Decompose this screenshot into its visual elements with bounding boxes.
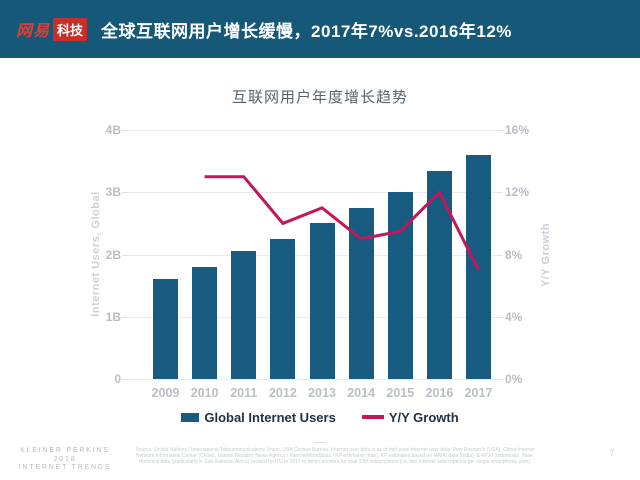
chart-title: 互联网用户年度增长趋势 [231,89,408,106]
x-axis-tick-label: 2011 [230,386,258,400]
legend-item-line: Y/Y Growth [361,409,459,425]
gridline [129,192,497,194]
right-axis-tick-label: 16% [505,123,530,137]
chart-legend: Global Internet Users Y/Y Growth [0,408,640,426]
netease-logo-text: 网易 [16,23,51,40]
source-note: Source: United Nations / International T… [135,447,535,465]
legend-bar-swatch [181,412,200,422]
x-axis-tick-label: 2017 [464,386,493,400]
header-bar: 网易 科技 全球互联网用户增长缓慢，2017年7%vs.2016年12% [0,0,640,58]
bar-2013 [309,223,335,379]
right-tick-mark [497,254,503,256]
left-tick-mark [122,379,129,380]
tech-logo-badge: 科技 [53,17,88,41]
left-axis-tick-label: 3B [105,185,121,200]
gridline [129,130,497,131]
bar-2012 [270,238,296,379]
netease-tech-logo: 网易 科技 [16,17,88,41]
right-axis-title: Y/Y Growth [540,222,552,288]
left-tick-mark [122,316,129,318]
right-tick-mark [497,130,503,131]
gridline [129,379,497,380]
right-axis-tick-label: 4% [505,309,523,324]
right-tick-mark [497,379,503,380]
bar-2016 [426,170,452,379]
right-tick-mark [497,316,503,318]
brand-line-1: KLEINER PERKINS [20,447,110,454]
left-tick-mark [122,254,129,256]
page-number: 7 [609,448,615,458]
x-axis-tick-label: 2010 [190,386,219,400]
bar-2009 [153,279,178,379]
legend-label: Global Internet Users [204,409,336,425]
legend-item-bars: Global Internet Users [181,409,336,425]
x-axis-tick-label: 2013 [308,386,336,400]
brand-line-3: INTERNET TRENDS [18,464,112,471]
left-tick-mark [122,192,129,194]
footer-divider [314,442,326,443]
legend-line-swatch [361,415,384,419]
x-axis-tick-label: 2014 [347,386,375,400]
right-axis-tick-label: 8% [505,247,523,262]
left-axis-tick-label: 2B [105,247,121,262]
headline: 全球互联网用户增长缓慢，2017年7%vs.2016年12% [101,21,512,41]
x-axis-tick-label: 2015 [386,386,415,400]
right-axis-tick-label: 12% [505,185,530,200]
left-axis-tick-label: 0 [114,372,121,386]
right-tick-mark [497,192,503,194]
kleiner-perkins-brand: KLEINER PERKINS 2018 INTERNET TRENDS [6,447,124,473]
bar-2010 [192,266,218,379]
brand-line-2: 2018 [53,455,77,463]
left-tick-mark [122,130,129,131]
left-axis-tick-label: 1B [105,309,121,324]
x-axis-tick-label: 2012 [268,386,297,400]
growth-line [204,175,480,271]
legend-label: Y/Y Growth [388,409,459,425]
right-axis-tick-label: 0% [505,372,523,386]
bar-2011 [231,251,257,379]
left-axis-tick-label: 4B [105,123,121,137]
x-axis-tick-label: 2016 [425,386,454,400]
left-axis-title: Internet Users, Global [90,191,102,317]
x-axis-tick-label: 2009 [151,386,180,400]
